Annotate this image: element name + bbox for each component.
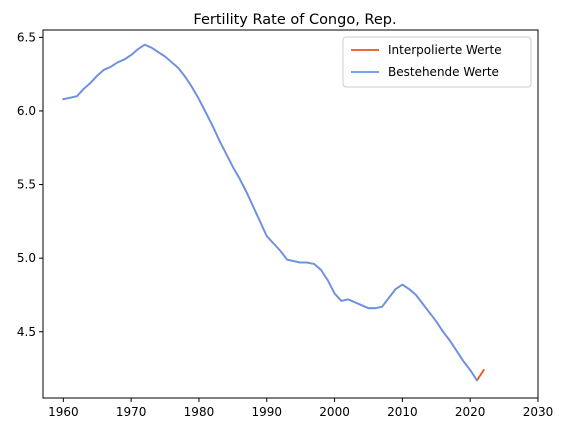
x-tick-label: 2010 [387,405,418,419]
legend-box [342,36,532,88]
y-tick-label: 4.5 [17,325,36,339]
x-tick-label: 2020 [455,405,486,419]
x-tick-label: 1990 [251,405,282,419]
y-tick-label: 6.5 [17,30,36,44]
y-tick-label: 6.0 [17,104,36,118]
y-tick-label: 5.5 [17,178,36,192]
plot-frame [42,29,539,399]
x-axis: 1960 1970 1980 1990 2000 2010 2020 2030 [48,398,553,419]
series-line-1 [62,43,479,382]
x-tick-label: 2030 [523,405,554,419]
chart-title: Fertility Rate of Congo, Rep. [193,12,396,28]
legend: Interpolierte Werte Bestehende Werte [342,36,532,88]
x-tick-label: 1970 [116,405,147,419]
x-tick-label: 1960 [48,405,79,419]
x-tick-label: 2000 [319,405,350,419]
plot-series [62,43,485,382]
y-axis: 4.5 5.0 5.5 6.0 6.5 [17,30,43,339]
y-tick-label: 5.0 [17,251,36,265]
legend-label-1: Bestehende Werte [388,65,499,79]
legend-label-0: Interpolierte Werte [388,43,502,57]
x-tick-label: 1980 [184,405,215,419]
